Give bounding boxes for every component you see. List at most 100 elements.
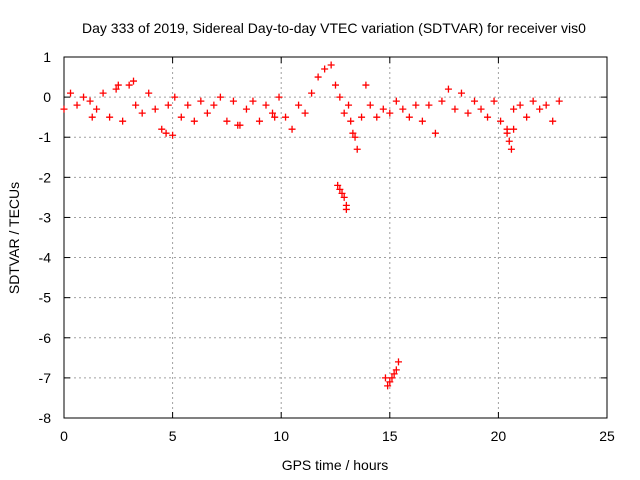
data-point xyxy=(249,97,257,105)
data-point xyxy=(471,97,479,105)
data-point xyxy=(345,101,353,109)
data-point xyxy=(99,89,107,97)
y-tick-labels: 1 0 -1 -2 -3 -4 -5 -6 -7 -8 xyxy=(39,49,52,426)
data-point xyxy=(138,109,146,117)
data-point xyxy=(451,105,459,113)
x-tick-label: 5 xyxy=(169,428,177,444)
data-point xyxy=(386,378,394,386)
data-point xyxy=(151,105,159,113)
data-point xyxy=(386,109,394,117)
data-point xyxy=(347,117,355,125)
y-tick-label: -7 xyxy=(39,370,52,386)
data-point xyxy=(60,105,68,113)
x-tick-label: 10 xyxy=(273,428,289,444)
data-point xyxy=(379,105,387,113)
data-point xyxy=(125,81,133,89)
data-point xyxy=(358,113,366,121)
data-point xyxy=(340,109,348,117)
y-tick-label: -3 xyxy=(39,209,52,225)
data-point xyxy=(327,61,335,69)
data-point xyxy=(373,113,381,121)
y-tick-label: 1 xyxy=(43,49,51,65)
data-point xyxy=(523,113,531,121)
data-point xyxy=(145,89,153,97)
data-point xyxy=(464,109,472,117)
data-point xyxy=(197,97,205,105)
data-point xyxy=(169,131,177,139)
data-point xyxy=(314,73,322,81)
data-point xyxy=(510,125,518,133)
data-point xyxy=(362,81,370,89)
data-point xyxy=(336,185,344,193)
data-point xyxy=(342,205,350,213)
data-point xyxy=(93,105,101,113)
grid-lines xyxy=(64,57,607,418)
data-point xyxy=(119,117,127,125)
data-point xyxy=(334,181,342,189)
x-tick-label: 25 xyxy=(599,428,615,444)
data-point xyxy=(425,101,433,109)
y-tick-label: -2 xyxy=(39,169,52,185)
data-point xyxy=(288,125,296,133)
data-point xyxy=(216,93,224,101)
data-point xyxy=(399,105,407,113)
data-point xyxy=(271,113,279,121)
data-point xyxy=(388,374,396,382)
data-point xyxy=(392,366,400,374)
data-point xyxy=(301,109,309,117)
data-point xyxy=(162,129,170,137)
data-point xyxy=(269,109,277,117)
data-point xyxy=(457,89,465,97)
data-point xyxy=(184,101,192,109)
data-point xyxy=(177,113,185,121)
data-point xyxy=(510,105,518,113)
x-tick-label: 0 xyxy=(60,428,68,444)
data-point xyxy=(229,97,237,105)
data-point xyxy=(88,113,96,121)
data-point xyxy=(542,101,550,109)
data-point xyxy=(338,189,346,197)
data-point xyxy=(210,101,218,109)
x-tick-label: 15 xyxy=(382,428,398,444)
axis-ticks xyxy=(63,56,608,419)
y-tick-label: -8 xyxy=(39,410,52,426)
data-point xyxy=(438,97,446,105)
data-point xyxy=(114,81,122,89)
data-point xyxy=(336,93,344,101)
data-point xyxy=(308,89,316,97)
data-point xyxy=(132,101,140,109)
data-point xyxy=(384,382,392,390)
data-point xyxy=(234,121,242,129)
data-point xyxy=(366,101,374,109)
data-point xyxy=(536,105,544,113)
plot-frame xyxy=(63,56,608,419)
data-point xyxy=(130,77,138,85)
data-point xyxy=(529,97,537,105)
data-point xyxy=(484,113,492,121)
data-point xyxy=(255,117,263,125)
data-point xyxy=(555,97,563,105)
y-tick-label: -6 xyxy=(39,330,52,346)
data-point xyxy=(503,129,511,137)
data-point xyxy=(351,133,359,141)
data-point xyxy=(223,117,231,125)
data-point xyxy=(412,101,420,109)
data-point xyxy=(321,65,329,73)
data-point xyxy=(80,93,88,101)
data-point xyxy=(516,101,524,109)
y-tick-label: -5 xyxy=(39,290,52,306)
data-point xyxy=(340,193,348,201)
data-point xyxy=(381,374,389,382)
x-axis-label: GPS time / hours xyxy=(282,457,389,473)
y-axis-label: SDTVAR / TECUs xyxy=(6,182,22,294)
chart-title: Day 333 of 2019, Sidereal Day-to-day VTE… xyxy=(82,20,586,36)
data-point xyxy=(497,117,505,125)
y-tick-label: -4 xyxy=(39,250,52,266)
data-point xyxy=(275,93,283,101)
data-points xyxy=(60,61,563,390)
x-tick-labels: 0 5 10 15 20 25 xyxy=(60,428,615,444)
data-point xyxy=(262,101,270,109)
data-point xyxy=(549,117,557,125)
data-point xyxy=(332,81,339,89)
